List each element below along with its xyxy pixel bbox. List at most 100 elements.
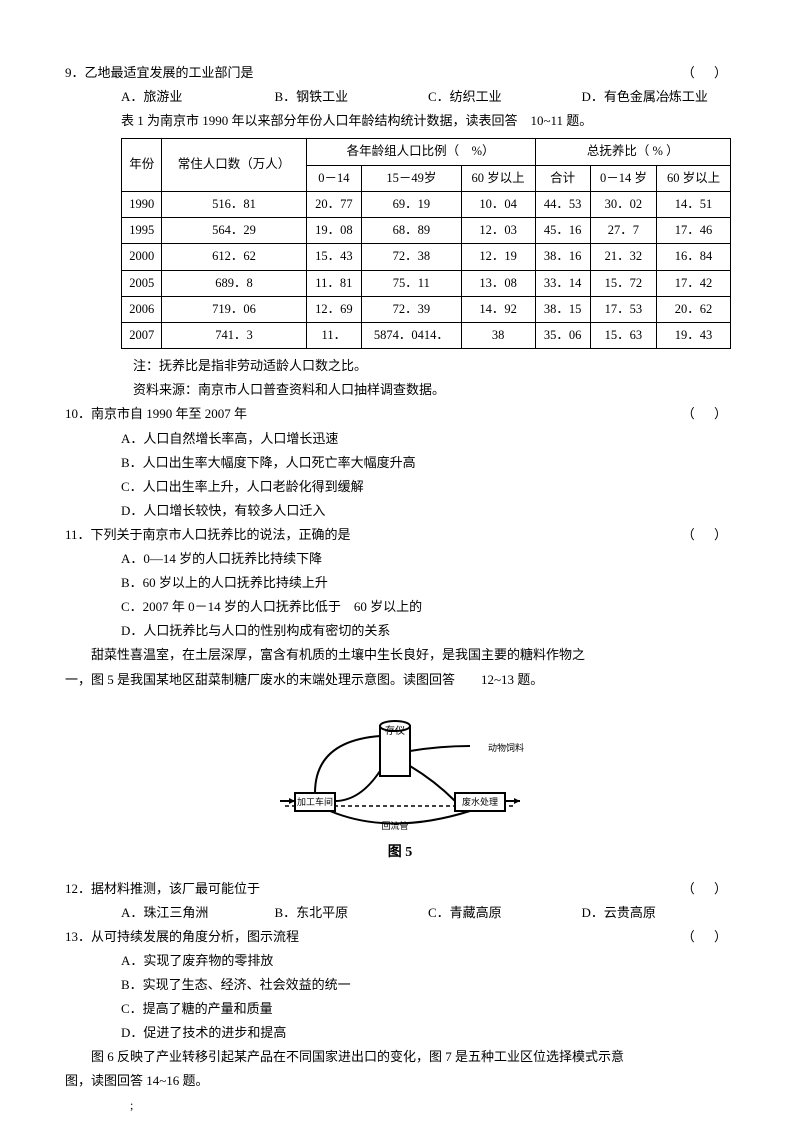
- table-cell: 11．81: [306, 270, 361, 296]
- svg-text:加工车间: 加工车间: [297, 796, 333, 807]
- table-cell: 14．51: [657, 191, 731, 217]
- table-cell: 2005: [122, 270, 162, 296]
- q11-opt-a: A．0—14 岁的人口抚养比持续下降: [65, 548, 735, 570]
- table-cell: 33．14: [535, 270, 590, 296]
- q9-opt-d: D．有色金属冶炼工业: [582, 86, 736, 108]
- table-cell: 72．38: [361, 244, 461, 270]
- table-cell: 38．16: [535, 244, 590, 270]
- th-0-14: 0－14: [306, 165, 361, 191]
- table-cell: 20．62: [657, 296, 731, 322]
- table-cell: 11．: [306, 323, 361, 349]
- q9-options: A．旅游业 B．钢铁工业 C．纺织工业 D．有色金属冶炼工业: [65, 86, 735, 108]
- q10-opt-a: A．人口自然增长率高，人口增长迅速: [65, 428, 735, 450]
- passage-1: 甜菜性喜温室，在土层深厚，富含有机质的土壤中生长良好，是我国主要的糖料作物之: [65, 644, 735, 666]
- q13-opt-b: B．实现了生态、经济、社会效益的统一: [65, 974, 735, 996]
- table-cell: 44．53: [535, 191, 590, 217]
- table-cell: 15．72: [590, 270, 656, 296]
- table-cell: 13．08: [461, 270, 535, 296]
- table-cell: 17．42: [657, 270, 731, 296]
- table-cell: 719．06: [162, 296, 306, 322]
- q11-text: 11．下列关于南京市人口抚养比的说法，正确的是: [65, 527, 351, 542]
- q9-text: 9．乙地最适宜发展的工业部门是: [65, 65, 254, 80]
- th-dep014: 0－14 岁: [590, 165, 656, 191]
- population-table: 年份 常住人口数（万人） 各年龄组人口比例（ %） 总抚养比（ % ） 0－14…: [121, 138, 731, 349]
- svg-text:回流管: 回流管: [381, 820, 408, 831]
- q9-stem: 9．乙地最适宜发展的工业部门是 （ ）: [65, 62, 735, 84]
- q10-stem: 10．南京市自 1990 年至 2007 年 （ ）: [65, 403, 735, 425]
- th-pop: 常住人口数（万人）: [162, 139, 306, 192]
- table-cell: 69．19: [361, 191, 461, 217]
- diagram-icon: 存仪 加工车间 废水处理 动物饲料 回流管 图 5: [270, 701, 530, 861]
- q10-opt-d: D．人口增长较快，有较多人口迁入: [65, 500, 735, 522]
- table-cell: 612．62: [162, 244, 306, 270]
- note-2: 资料来源：南京市人口普查资料和人口抽样调查数据。: [65, 379, 735, 401]
- table-row: 2005689．811．8175．1113．0833．1415．7217．42: [122, 270, 731, 296]
- table-row: 2007741．311．5874．0414．3835．0615．6319．43: [122, 323, 731, 349]
- q11-opt-b: B．60 岁以上的人口抚养比持续上升: [65, 572, 735, 594]
- svg-text:存仪: 存仪: [385, 724, 405, 737]
- svg-text:动物饲料: 动物饲料: [488, 742, 524, 753]
- table-cell: 516．81: [162, 191, 306, 217]
- th-total: 合计: [535, 165, 590, 191]
- table-cell: 564．29: [162, 218, 306, 244]
- table-cell: 68．89: [361, 218, 461, 244]
- q12-options: A．珠江三角洲 B．东北平原 C．青藏高原 D．云贵高原: [65, 902, 735, 924]
- tail-1: 图 6 反映了产业转移引起某产品在不同国家进出口的变化，图 7 是五种工业区位选…: [65, 1046, 735, 1068]
- th-15-49: 15－49岁: [361, 165, 461, 191]
- q12-opt-a: A．珠江三角洲: [121, 902, 275, 924]
- q12-text: 12．据材料推测，该厂最可能位于: [65, 881, 260, 896]
- table-cell: 1995: [122, 218, 162, 244]
- table-cell: 30．02: [590, 191, 656, 217]
- table-cell: 15．63: [590, 323, 656, 349]
- q11-opt-c: C．2007 年 0－14 岁的人口抚养比低于 60 岁以上的: [65, 596, 735, 618]
- table-cell: 12．69: [306, 296, 361, 322]
- table-cell: 16．84: [657, 244, 731, 270]
- q12-opt-c: C．青藏高原: [428, 902, 582, 924]
- table-cell: 2000: [122, 244, 162, 270]
- table-cell: 14．92: [461, 296, 535, 322]
- table-cell: 38．15: [535, 296, 590, 322]
- table-row: 2000612．6215．4372．3812．1938．1621．3216．84: [122, 244, 731, 270]
- q12-opt-d: D．云贵高原: [582, 902, 736, 924]
- q9-opt-c: C．纺织工业: [428, 86, 582, 108]
- fig-label: 图 5: [388, 844, 413, 860]
- q13-opt-c: C．提高了糖的产量和质量: [65, 998, 735, 1020]
- q10-opt-c: C．人口出生率上升，人口老龄化得到缓解: [65, 476, 735, 498]
- table-cell: 15．43: [306, 244, 361, 270]
- table-cell: 2006: [122, 296, 162, 322]
- q12-paren: （ ）: [682, 878, 735, 900]
- table-cell: 35．06: [535, 323, 590, 349]
- q12-stem: 12．据材料推测，该厂最可能位于 （ ）: [65, 878, 735, 900]
- th-dep60: 60 岁以上: [657, 165, 731, 191]
- table-cell: 1990: [122, 191, 162, 217]
- q12-opt-b: B．东北平原: [275, 902, 429, 924]
- q11-opt-d: D．人口抚养比与人口的性别构成有密切的关系: [65, 620, 735, 642]
- q10-text: 10．南京市自 1990 年至 2007 年: [65, 406, 247, 421]
- table-cell: 12．03: [461, 218, 535, 244]
- table-cell: 75．11: [361, 270, 461, 296]
- table-cell: 21．32: [590, 244, 656, 270]
- q11-paren: （ ）: [682, 524, 735, 546]
- table-cell: 741．3: [162, 323, 306, 349]
- note-1: 注：抚养比是指非劳动适龄人口数之比。: [65, 355, 735, 377]
- page-mark-top: .: [667, 84, 670, 104]
- q10-paren: （ ）: [682, 403, 735, 425]
- q13-stem: 13．从可持续发展的角度分析，图示流程 （ ）: [65, 926, 735, 948]
- table-cell: 19．08: [306, 218, 361, 244]
- table-cell: 10．04: [461, 191, 535, 217]
- q9-opt-a: A．旅游业: [121, 86, 275, 108]
- table-cell: 45．16: [535, 218, 590, 244]
- svg-text:废水处理: 废水处理: [462, 796, 498, 807]
- th-ageratio: 各年龄组人口比例（ %）: [306, 139, 535, 165]
- table-cell: 72．39: [361, 296, 461, 322]
- table-cell: 20．77: [306, 191, 361, 217]
- q13-text: 13．从可持续发展的角度分析，图示流程: [65, 929, 299, 944]
- table-cell: 689．8: [162, 270, 306, 296]
- table-row: 2006719．0612．6972．3914．9238．1517．5320．62: [122, 296, 731, 322]
- table-cell: 38: [461, 323, 535, 349]
- q11-stem: 11．下列关于南京市人口抚养比的说法，正确的是 （ ）: [65, 524, 735, 546]
- table-row: 1990516．8120．7769．1910．0444．5330．0214．51: [122, 191, 731, 217]
- table-cell: 5874．0414．: [361, 323, 461, 349]
- th-year: 年份: [122, 139, 162, 192]
- table-intro: 表 1 为南京市 1990 年以来部分年份人口年龄结构统计数据，读表回答 10~…: [65, 110, 735, 132]
